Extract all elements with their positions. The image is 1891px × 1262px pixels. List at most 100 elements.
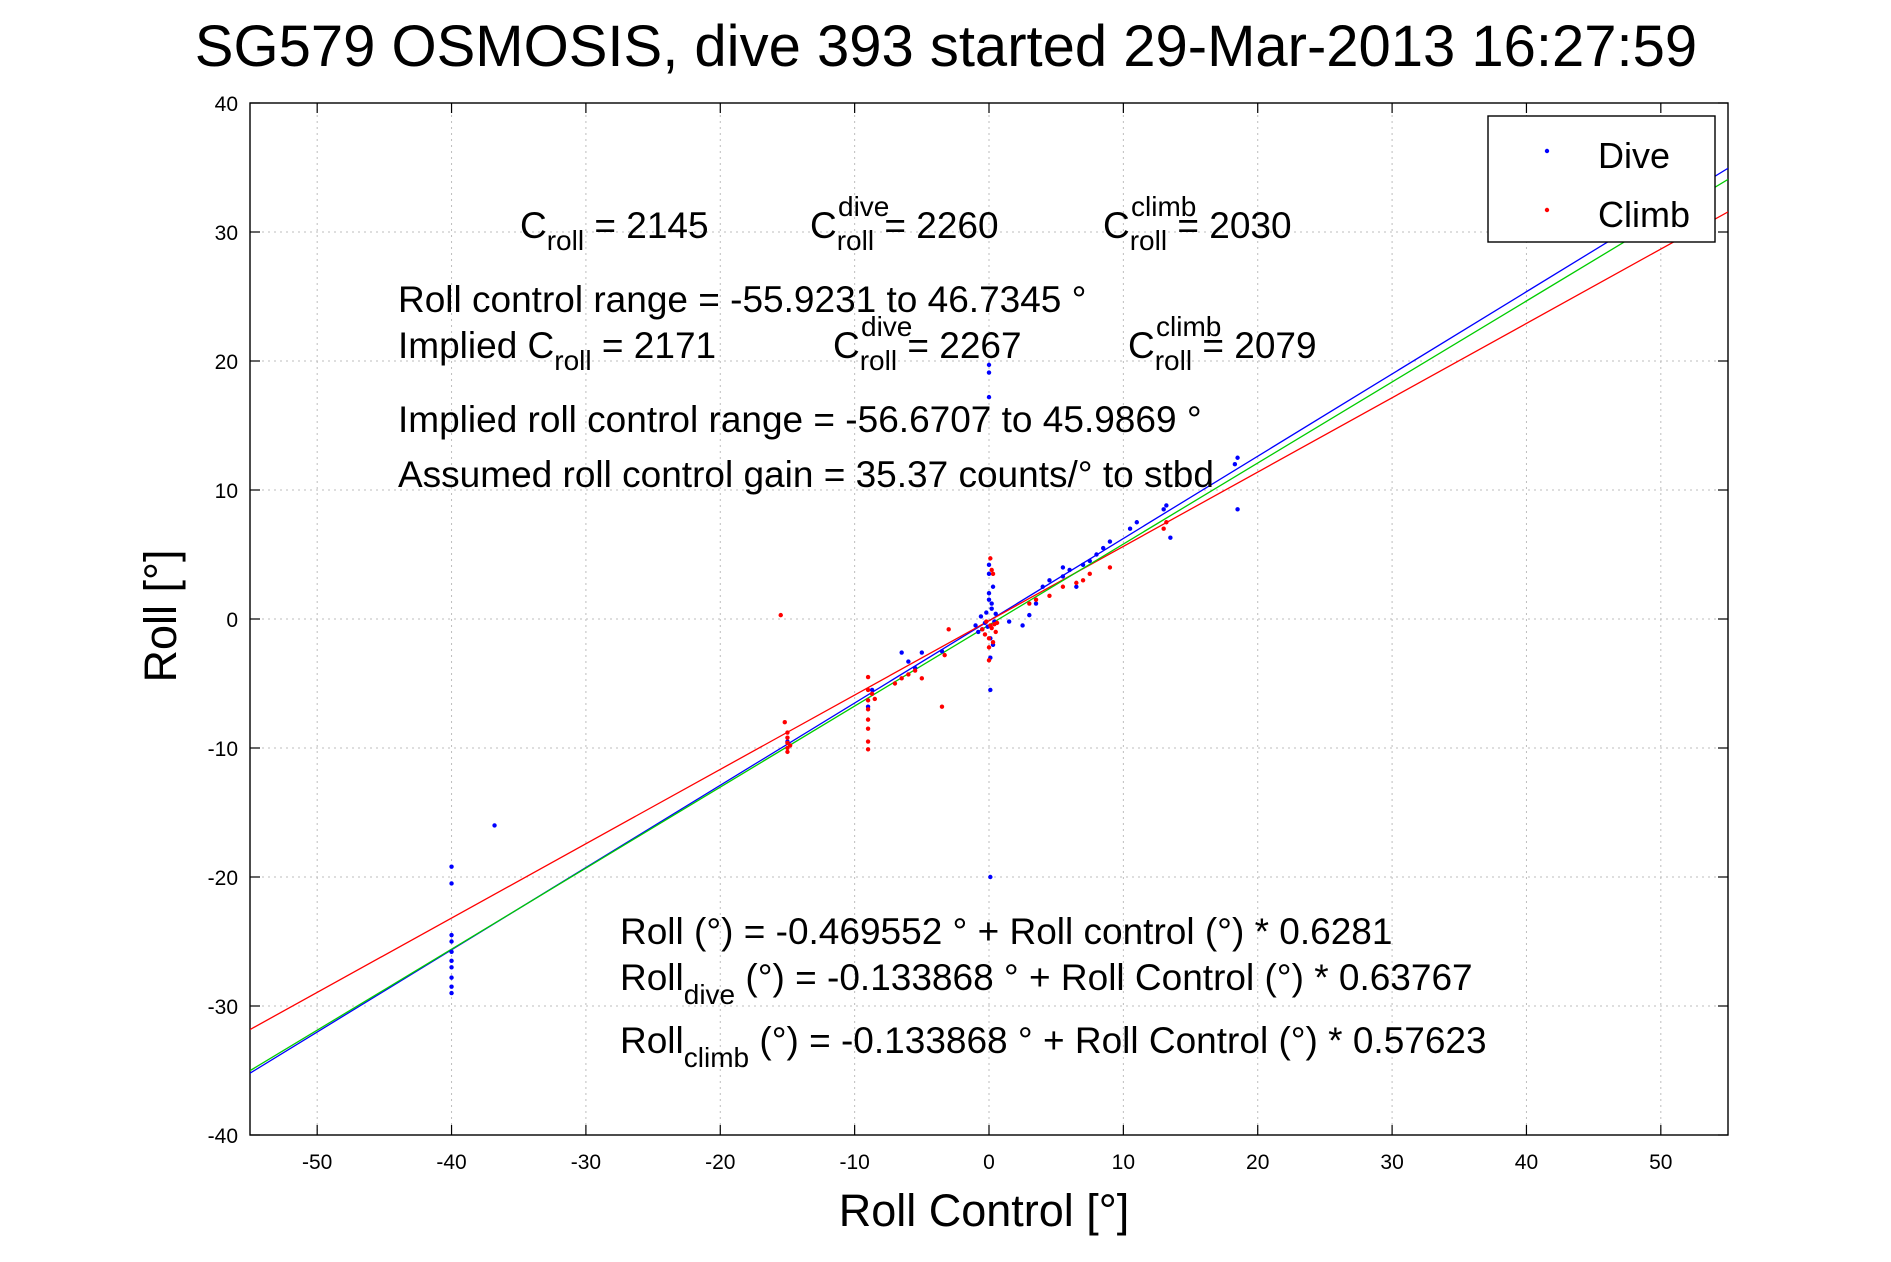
y-tick-label: 0 — [226, 609, 238, 632]
climb-point — [939, 704, 945, 709]
x-tick-label: 30 — [1380, 1151, 1403, 1174]
x-tick-label: 0 — [983, 1151, 995, 1174]
climb-point — [865, 717, 871, 722]
y-tick-label: -10 — [208, 738, 238, 761]
climb-point — [994, 620, 1000, 626]
dive-point — [986, 571, 992, 577]
climb-point — [946, 627, 951, 632]
dive-point — [1101, 545, 1106, 551]
climb-point — [1107, 565, 1113, 570]
dive-point — [1087, 558, 1092, 564]
climb-point — [1164, 520, 1169, 525]
x-tick-label: -10 — [839, 1151, 869, 1174]
dive-point — [939, 649, 945, 654]
climb-point — [865, 707, 871, 712]
dive-point — [1127, 526, 1133, 531]
c-roll-text: Croll = 2145 — [520, 205, 709, 256]
fit-equation-dive: Rolldive (°) = -0.133868 ° + Roll Contro… — [620, 957, 1473, 1010]
implied-c-roll-text: Implied Croll = 2171 — [398, 325, 716, 376]
climb-point — [942, 652, 947, 658]
y-axis-label: Roll [°] — [135, 549, 186, 682]
climb-point — [782, 720, 787, 725]
dive-point — [919, 650, 925, 655]
climb-point — [912, 668, 918, 673]
c-roll-climb-sup: climb — [1131, 191, 1196, 222]
y-tick-label: 20 — [215, 351, 238, 374]
climb-point — [993, 629, 998, 635]
coefficient-annotations: Croll = 2145 Croll = 2260 dive Croll = 2… — [398, 191, 1487, 1073]
dive-point — [1027, 612, 1032, 618]
dive-point — [1033, 601, 1039, 606]
dive-point — [1232, 462, 1238, 467]
dive-point — [449, 965, 454, 970]
dive-point — [986, 597, 992, 602]
climb-point — [986, 645, 992, 650]
climb-point — [785, 730, 790, 735]
dive-point — [1006, 619, 1012, 624]
y-tick-label: 30 — [215, 222, 238, 245]
climb-point — [865, 674, 871, 680]
legend-marker-dive — [1544, 148, 1550, 154]
dive-point — [1067, 567, 1072, 573]
climb-point — [865, 747, 871, 752]
climb-point — [1060, 584, 1066, 589]
x-tick-label: 20 — [1246, 1151, 1269, 1174]
climb-point — [892, 681, 898, 686]
dive-point — [492, 823, 497, 828]
climb-point — [865, 726, 871, 731]
y-tick-label: -30 — [208, 996, 238, 1019]
y-tick-label: 40 — [215, 93, 238, 116]
dive-point — [976, 629, 981, 635]
x-axis-label: Roll Control [°] — [839, 1185, 1130, 1236]
dive-point — [986, 394, 992, 400]
climb-point — [986, 658, 992, 663]
climb-point — [1087, 571, 1092, 577]
dive-point — [1074, 584, 1079, 589]
dive-point — [1080, 562, 1086, 568]
dive-point — [449, 881, 454, 886]
climb-point — [872, 696, 877, 702]
dive-point — [1107, 539, 1113, 544]
dive-point — [973, 623, 978, 628]
climb-point — [899, 676, 904, 681]
dive-point — [449, 949, 454, 955]
dive-point — [906, 659, 911, 664]
climb-point — [1080, 578, 1086, 583]
climb-point — [1033, 597, 1039, 602]
dive-point — [984, 610, 989, 615]
fit-equation-climb: Rollclimb (°) = -0.133868 ° + Roll Contr… — [620, 1020, 1487, 1073]
y-tick-label: -20 — [208, 867, 238, 890]
dive-point — [1040, 584, 1045, 589]
x-tick-label: 50 — [1649, 1151, 1672, 1174]
legend-marker-climb — [1544, 207, 1550, 213]
dive-point — [988, 687, 993, 693]
dive-point — [1164, 503, 1169, 508]
climb-point — [988, 556, 993, 561]
climb-point — [990, 571, 996, 577]
grid-lines — [250, 102, 1728, 1136]
climb-point — [990, 640, 996, 645]
implied-c-climb-sup: climb — [1156, 311, 1221, 342]
fit-line-climb-fit — [250, 211, 1728, 1031]
dive-point — [978, 614, 984, 619]
x-tick-label: -20 — [705, 1151, 735, 1174]
x-tick-label: -50 — [302, 1151, 332, 1174]
legend-label-climb: Climb — [1598, 194, 1690, 235]
dive-point — [1168, 535, 1173, 540]
dive-point — [899, 650, 904, 655]
dive-point — [449, 864, 454, 869]
climb-point — [865, 739, 871, 744]
climb-point — [906, 672, 911, 677]
dive-point — [1020, 623, 1025, 628]
dive-point — [1235, 507, 1240, 512]
dive-point — [988, 874, 993, 880]
climb-point — [1161, 526, 1166, 531]
dive-point — [1060, 565, 1066, 570]
dive-point — [986, 562, 992, 568]
dive-point — [449, 939, 454, 944]
dive-point — [1134, 520, 1140, 525]
dive-point — [1235, 455, 1240, 460]
roll-control-gain: Assumed roll control gain = 35.37 counts… — [398, 454, 1214, 495]
climb-point — [1047, 593, 1052, 598]
